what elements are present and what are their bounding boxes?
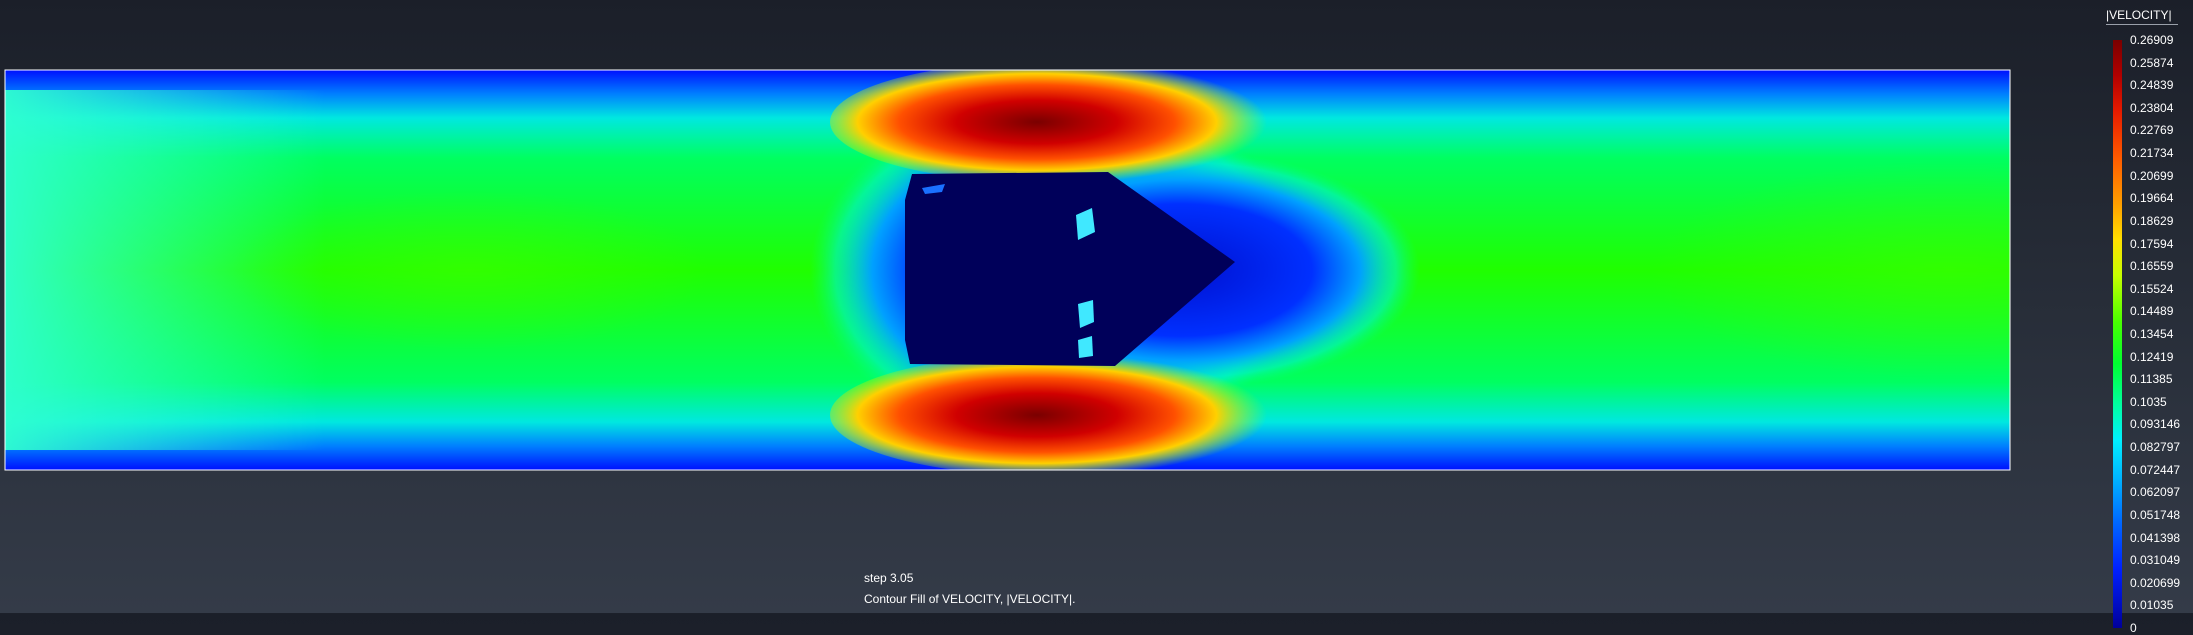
legend-color-bar <box>2113 40 2122 628</box>
legend-title: |VELOCITY| <box>2106 8 2172 22</box>
legend-value-label: 0.15524 <box>2130 281 2174 296</box>
legend-value-label: 0.25874 <box>2130 55 2174 70</box>
legend-value-label: 0.041398 <box>2130 530 2181 545</box>
step-label: step 3.05 <box>864 571 914 585</box>
legend-value-label: 0.16559 <box>2130 259 2174 274</box>
body-artifact-1 <box>1076 208 1095 240</box>
legend-value-label: 0.22769 <box>2130 123 2174 138</box>
domain-border <box>4 69 2011 471</box>
body-artifact-2 <box>1078 300 1094 328</box>
legend-value-label: 0.18629 <box>2130 213 2174 228</box>
legend-value-label: 0.23804 <box>2130 100 2174 115</box>
legend-value-label: 0.17594 <box>2130 236 2174 251</box>
legend-title-underline <box>2106 24 2178 25</box>
legend-value-label: 0.26909 <box>2130 33 2174 47</box>
legend-value-label: 0.051748 <box>2130 507 2181 522</box>
legend-value-label: 0.20699 <box>2130 168 2174 183</box>
legend-value-label: 0.01035 <box>2130 598 2174 613</box>
legend-value-label: 0.24839 <box>2130 78 2174 93</box>
body-artifact-3 <box>1078 336 1093 358</box>
body-obstacle <box>905 172 1235 366</box>
legend-value-label: 0.19664 <box>2130 191 2174 206</box>
legend-value-label: 0.093146 <box>2130 417 2181 432</box>
legend-value-label: 0 <box>2130 621 2137 635</box>
legend-value-label: 0.13454 <box>2130 327 2174 341</box>
legend-value-label: 0.14489 <box>2130 304 2174 319</box>
velocity-contour-plot[interactable] <box>0 0 2193 613</box>
legend-value-label: 0.082797 <box>2130 440 2181 455</box>
legend-value-label: 0.062097 <box>2130 485 2181 500</box>
legend-value-label: 0.020699 <box>2130 575 2181 590</box>
legend-value-label: 0.11385 <box>2130 372 2173 387</box>
legend-value-label: 0.1035 <box>2130 394 2167 409</box>
contour-label: Contour Fill of VELOCITY, |VELOCITY|. <box>864 592 1076 606</box>
legend-value-label: 0.12419 <box>2130 349 2174 364</box>
body-artifact-top <box>922 184 945 194</box>
legend-value-label: 0.21734 <box>2130 146 2174 161</box>
legend-value-label: 0.031049 <box>2130 553 2181 568</box>
legend-labels: 0.26909 0.25874 0.24839 0.23804 0.22769 0.217… <box>2130 0 2193 634</box>
legend-value-label: 0.072447 <box>2130 462 2181 477</box>
